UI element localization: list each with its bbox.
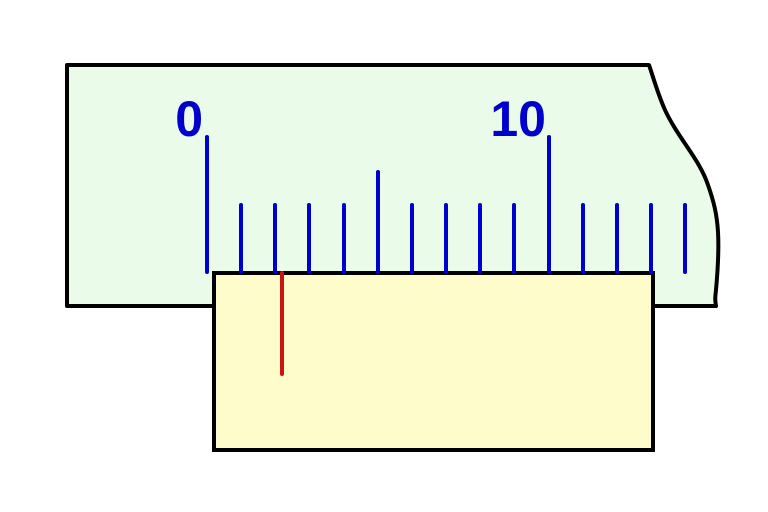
svg-text:10: 10: [490, 91, 546, 147]
svg-text:0: 0: [175, 91, 203, 147]
